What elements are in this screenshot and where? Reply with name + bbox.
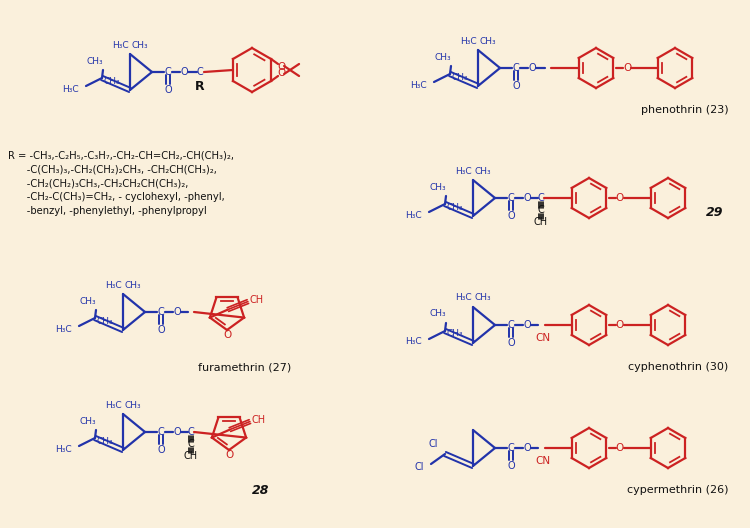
Text: CH: CH <box>252 414 266 425</box>
Text: CH₃: CH₃ <box>124 280 141 289</box>
Text: CH₃: CH₃ <box>80 297 96 306</box>
Text: 29: 29 <box>706 206 724 220</box>
Text: H₃C: H₃C <box>405 337 422 346</box>
Text: H₃C: H₃C <box>112 41 128 50</box>
Text: CH₃: CH₃ <box>97 316 113 325</box>
Text: cyphenothrin (30): cyphenothrin (30) <box>628 362 728 372</box>
Text: O: O <box>524 320 531 330</box>
Text: CN: CN <box>536 333 550 343</box>
Text: O: O <box>622 63 632 73</box>
Text: CH₃: CH₃ <box>104 77 120 86</box>
Text: CH₃: CH₃ <box>475 166 491 175</box>
Text: -benzyl, -phenylethyl, -phenylpropyl: -benzyl, -phenylethyl, -phenylpropyl <box>8 206 207 216</box>
Text: O: O <box>616 193 624 203</box>
Text: R = -CH₃,-C₂H₅,-C₃H₇,-CH₂-CH=CH₂,-CH(CH₃)₂,: R = -CH₃,-C₂H₅,-C₃H₇,-CH₂-CH=CH₂,-CH(CH₃… <box>8 150 234 160</box>
Text: CH₃: CH₃ <box>80 417 96 426</box>
Text: O: O <box>616 320 624 330</box>
Text: O: O <box>507 461 515 471</box>
Text: H₃C: H₃C <box>454 294 471 303</box>
Text: CH: CH <box>184 451 198 461</box>
Text: O: O <box>528 63 536 73</box>
Text: phenothrin (23): phenothrin (23) <box>641 105 729 115</box>
Text: CH₃: CH₃ <box>480 36 496 45</box>
Text: O: O <box>524 193 531 203</box>
Text: O: O <box>507 211 515 221</box>
Text: R: R <box>195 80 205 92</box>
Text: furamethrin (27): furamethrin (27) <box>198 362 292 372</box>
Text: C: C <box>158 307 164 317</box>
Text: O: O <box>180 67 188 77</box>
Text: O: O <box>277 68 285 78</box>
Text: CH₃: CH₃ <box>452 72 468 81</box>
Text: Cl: Cl <box>414 462 424 472</box>
Text: O: O <box>173 307 181 317</box>
Text: -C(CH₃)₃,-CH₂(CH₂)₂CH₃, -CH₂CH(CH₃)₂,: -C(CH₃)₃,-CH₂(CH₂)₂CH₃, -CH₂CH(CH₃)₂, <box>8 164 217 174</box>
Text: Cl: Cl <box>428 439 438 449</box>
Text: CN: CN <box>536 456 550 466</box>
Text: CH₃: CH₃ <box>97 437 113 446</box>
Text: 28: 28 <box>252 484 270 496</box>
Text: H₃C: H₃C <box>55 445 71 454</box>
Text: O: O <box>158 445 165 455</box>
Text: C: C <box>508 443 515 453</box>
Text: C: C <box>196 67 203 77</box>
Text: O: O <box>164 85 172 95</box>
Text: cypermethrin (26): cypermethrin (26) <box>627 485 729 495</box>
Text: O: O <box>158 325 165 335</box>
Text: CH₃: CH₃ <box>430 309 446 318</box>
Text: CH: CH <box>250 295 264 305</box>
Text: C: C <box>188 439 194 449</box>
Text: CH₃: CH₃ <box>124 401 141 410</box>
Text: H₃C: H₃C <box>410 80 426 90</box>
Text: O: O <box>223 330 231 340</box>
Text: CH₃: CH₃ <box>430 183 446 192</box>
Text: C: C <box>508 320 515 330</box>
Text: CH₃: CH₃ <box>132 41 148 50</box>
Text: C: C <box>538 205 544 215</box>
Text: CH₃: CH₃ <box>435 52 451 61</box>
Text: O: O <box>512 81 520 91</box>
Text: -CH₂(CH₂)₃CH₃,-CH₂CH₂CH(CH₃)₂,: -CH₂(CH₂)₃CH₃,-CH₂CH₂CH(CH₃)₂, <box>8 178 188 188</box>
Text: CH₃: CH₃ <box>475 294 491 303</box>
Text: CH₃: CH₃ <box>447 329 464 338</box>
Text: C: C <box>165 67 171 77</box>
Text: H₃C: H₃C <box>105 280 122 289</box>
Text: H₃C: H₃C <box>105 401 122 410</box>
Text: -CH₂-C(CH₃)=CH₂, - cyclohexyl, -phenyl,: -CH₂-C(CH₃)=CH₂, - cyclohexyl, -phenyl, <box>8 192 225 202</box>
Text: CH₃: CH₃ <box>447 203 464 212</box>
Text: H₃C: H₃C <box>405 211 422 220</box>
Text: H₃C: H₃C <box>62 84 78 93</box>
Text: O: O <box>173 427 181 437</box>
Text: CH: CH <box>534 217 548 227</box>
Text: C: C <box>158 427 164 437</box>
Text: C: C <box>538 193 544 203</box>
Text: H₃C: H₃C <box>454 166 471 175</box>
Text: C: C <box>508 193 515 203</box>
Text: O: O <box>277 62 285 72</box>
Text: H₃C: H₃C <box>55 325 71 334</box>
Text: O: O <box>225 450 233 460</box>
Text: H₃C: H₃C <box>460 36 476 45</box>
Text: O: O <box>507 338 515 348</box>
Text: C: C <box>188 427 194 437</box>
Text: O: O <box>524 443 531 453</box>
Text: O: O <box>616 443 624 453</box>
Text: C: C <box>513 63 519 73</box>
Text: CH₃: CH₃ <box>87 56 104 65</box>
